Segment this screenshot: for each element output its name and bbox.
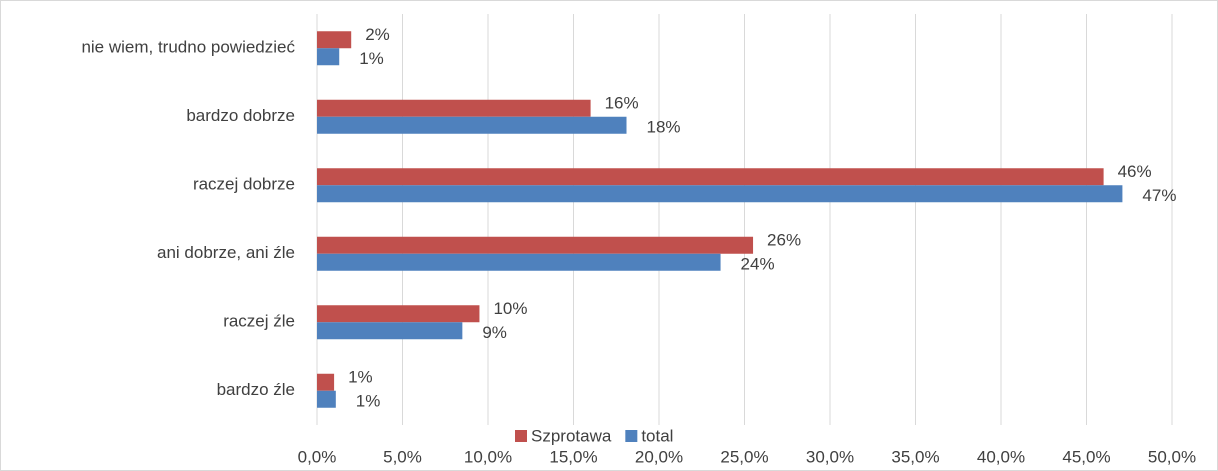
x-tick-label: 5,0% bbox=[383, 447, 422, 466]
y-tick-label: raczej źle bbox=[223, 312, 295, 331]
bar bbox=[317, 253, 721, 271]
value-label: 1% bbox=[348, 368, 373, 387]
x-tick-label: 45,0% bbox=[1062, 447, 1110, 466]
bar bbox=[317, 236, 754, 254]
value-label: 1% bbox=[356, 392, 381, 411]
y-tick-label: nie wiem, trudno powiedzieć bbox=[81, 38, 295, 57]
bar bbox=[317, 373, 335, 391]
bar bbox=[317, 99, 591, 117]
x-tick-label: 20,0% bbox=[635, 447, 683, 466]
value-label: 10% bbox=[493, 299, 527, 318]
value-label: 46% bbox=[1118, 162, 1152, 181]
x-tick-label: 0,0% bbox=[298, 447, 337, 466]
y-tick-label: ani dobrze, ani źle bbox=[157, 243, 295, 262]
value-label: 18% bbox=[647, 118, 681, 137]
value-label: 16% bbox=[605, 94, 639, 113]
y-tick-label: bardzo dobrze bbox=[186, 106, 295, 125]
x-tick-label: 10,0% bbox=[464, 447, 512, 466]
value-label: 9% bbox=[482, 323, 507, 342]
value-label: 24% bbox=[741, 255, 775, 274]
legend-swatch bbox=[515, 430, 527, 442]
value-label: 1% bbox=[359, 49, 384, 68]
bar bbox=[317, 48, 340, 66]
x-tick-label: 40,0% bbox=[977, 447, 1025, 466]
bar bbox=[317, 185, 1123, 203]
bar bbox=[317, 322, 463, 340]
legend-label: total bbox=[641, 426, 673, 445]
bar bbox=[317, 168, 1104, 186]
bar bbox=[317, 390, 336, 408]
bar bbox=[317, 305, 480, 323]
y-tick-label: raczej dobrze bbox=[193, 175, 295, 194]
legend-swatch bbox=[625, 430, 638, 442]
x-tick-label: 30,0% bbox=[806, 447, 854, 466]
y-tick-label: bardzo źle bbox=[217, 380, 295, 399]
bar bbox=[317, 31, 352, 49]
value-label: 47% bbox=[1142, 186, 1176, 205]
value-label: 2% bbox=[365, 25, 390, 44]
x-tick-label: 15,0% bbox=[549, 447, 597, 466]
legend-label: Szprotawa bbox=[531, 426, 612, 445]
x-tick-label: 35,0% bbox=[891, 447, 939, 466]
bar bbox=[317, 116, 627, 134]
x-tick-label: 25,0% bbox=[720, 447, 768, 466]
x-tick-label: 50,0% bbox=[1148, 447, 1196, 466]
value-label: 26% bbox=[767, 231, 801, 250]
